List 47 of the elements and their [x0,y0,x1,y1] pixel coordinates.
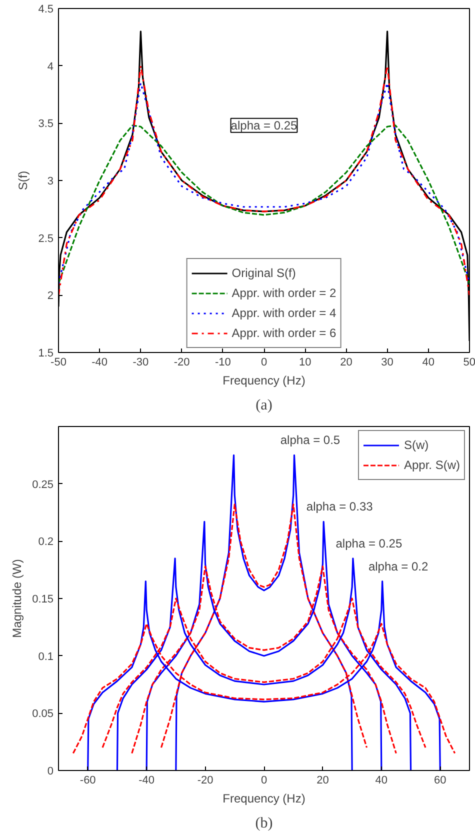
x-tick-label: 20 [340,356,352,368]
x-tick-label: 50 [463,356,475,368]
x-tick-label: -10 [214,356,231,368]
x-tick-label: -60 [80,774,96,786]
legend-label: Appr. with order = 2 [232,286,336,300]
y-axis-title: S(f) [16,170,30,190]
y-tick-label: 4.5 [38,4,54,16]
x-tick-label: -40 [92,356,108,368]
annotation: alpha = 0.5 [280,433,340,448]
x-tick-label: 20 [316,774,329,786]
y-tick-label: 0 [47,766,54,778]
x-tick-label: 0 [260,356,268,368]
x-tick-label: -30 [132,356,149,368]
x-tick-label: 10 [298,356,312,368]
x-tick-label: -50 [50,356,66,368]
x-tick-label: 40 [375,774,388,786]
y-tick-label: 0.25 [32,478,54,491]
y-tick-label: 0.1 [38,650,54,663]
text: (a) [256,398,272,414]
y-tick-label: 4 [47,60,54,73]
y-tick-label: 0.15 [32,594,54,606]
x-axis-title: Frequency (Hz) [222,792,306,806]
x-tick-label: -40 [138,774,155,786]
y-tick-label: 1.5 [38,348,54,360]
y-tick-label: 0.2 [38,536,54,548]
x-tick-label: 30 [381,356,394,368]
y-tick-label: 3 [47,176,54,188]
y-tick-label: 2.5 [38,232,54,245]
annotation: alpha = 0.33 [306,500,374,514]
legend-label: Appr. with order = 4 [232,306,336,320]
annotation: alpha = 0.2 [368,559,428,574]
annotation: alpha = 0.25 [336,536,402,550]
x-tick-label: -20 [174,356,190,368]
x-tick-label: -20 [197,774,214,786]
legend-label: Appr. with order = 6 [232,326,336,340]
y-tick-label: 3.5 [38,118,54,130]
y-axis-title: Magnitude (W) [10,559,24,638]
legend-label: Appr. S(w) [404,458,460,472]
text: (b) [255,816,273,832]
legend-label: Original S(f) [232,266,296,280]
legend-label: S(w) [404,438,429,452]
y-tick-label: 2 [47,290,54,302]
x-axis-title: Frequency (Hz) [222,374,306,388]
y-tick-label: 0.05 [32,708,54,720]
x-tick-label: 0 [260,774,268,786]
x-tick-label: 60 [434,774,446,786]
x-tick-label: 40 [422,356,435,368]
